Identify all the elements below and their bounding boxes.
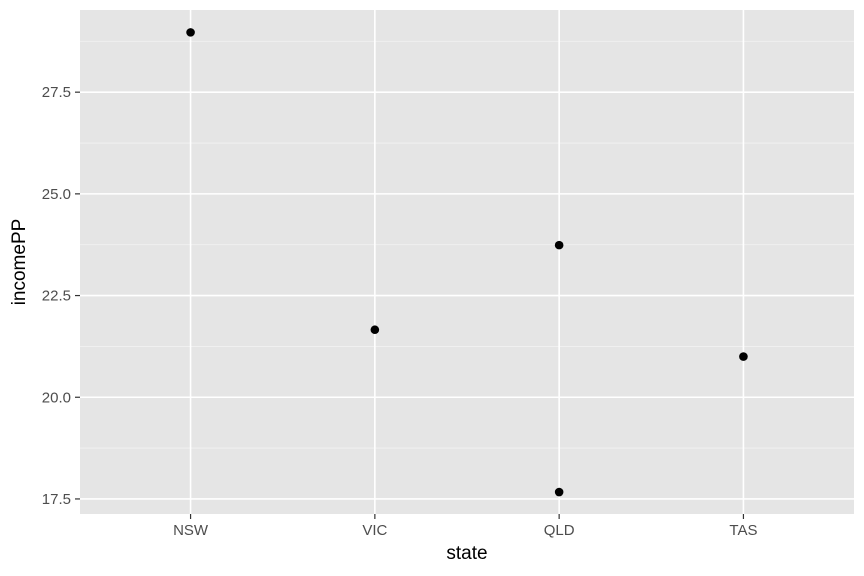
y-tick-label: 25.0	[42, 186, 71, 203]
y-tick-label: 17.5	[42, 491, 71, 508]
data-point-qld	[554, 487, 564, 497]
x-tick-label: TAS	[729, 522, 757, 539]
x-axis-title: state	[446, 543, 487, 564]
data-points	[186, 28, 748, 497]
x-tick-label: VIC	[362, 522, 387, 539]
y-axis: 17.5 20.0 22.5 25.0 27.5	[42, 84, 80, 508]
y-tick-label: 22.5	[42, 288, 71, 305]
y-tick-label: 20.0	[42, 389, 71, 406]
y-tick-label: 27.5	[42, 84, 71, 101]
plot-panel-background	[80, 10, 854, 514]
data-point-tas	[739, 352, 748, 361]
x-tick-label: NSW	[173, 522, 209, 539]
y-axis-title: incomePP	[9, 219, 30, 306]
minor-gridlines	[80, 40, 854, 449]
data-point-qld	[554, 240, 564, 250]
x-tick-label: QLD	[544, 522, 575, 539]
data-point-vic	[370, 325, 380, 335]
x-axis: NSW VIC QLD TAS	[173, 514, 757, 539]
data-point-nsw	[186, 28, 195, 37]
major-gridlines	[80, 10, 854, 514]
